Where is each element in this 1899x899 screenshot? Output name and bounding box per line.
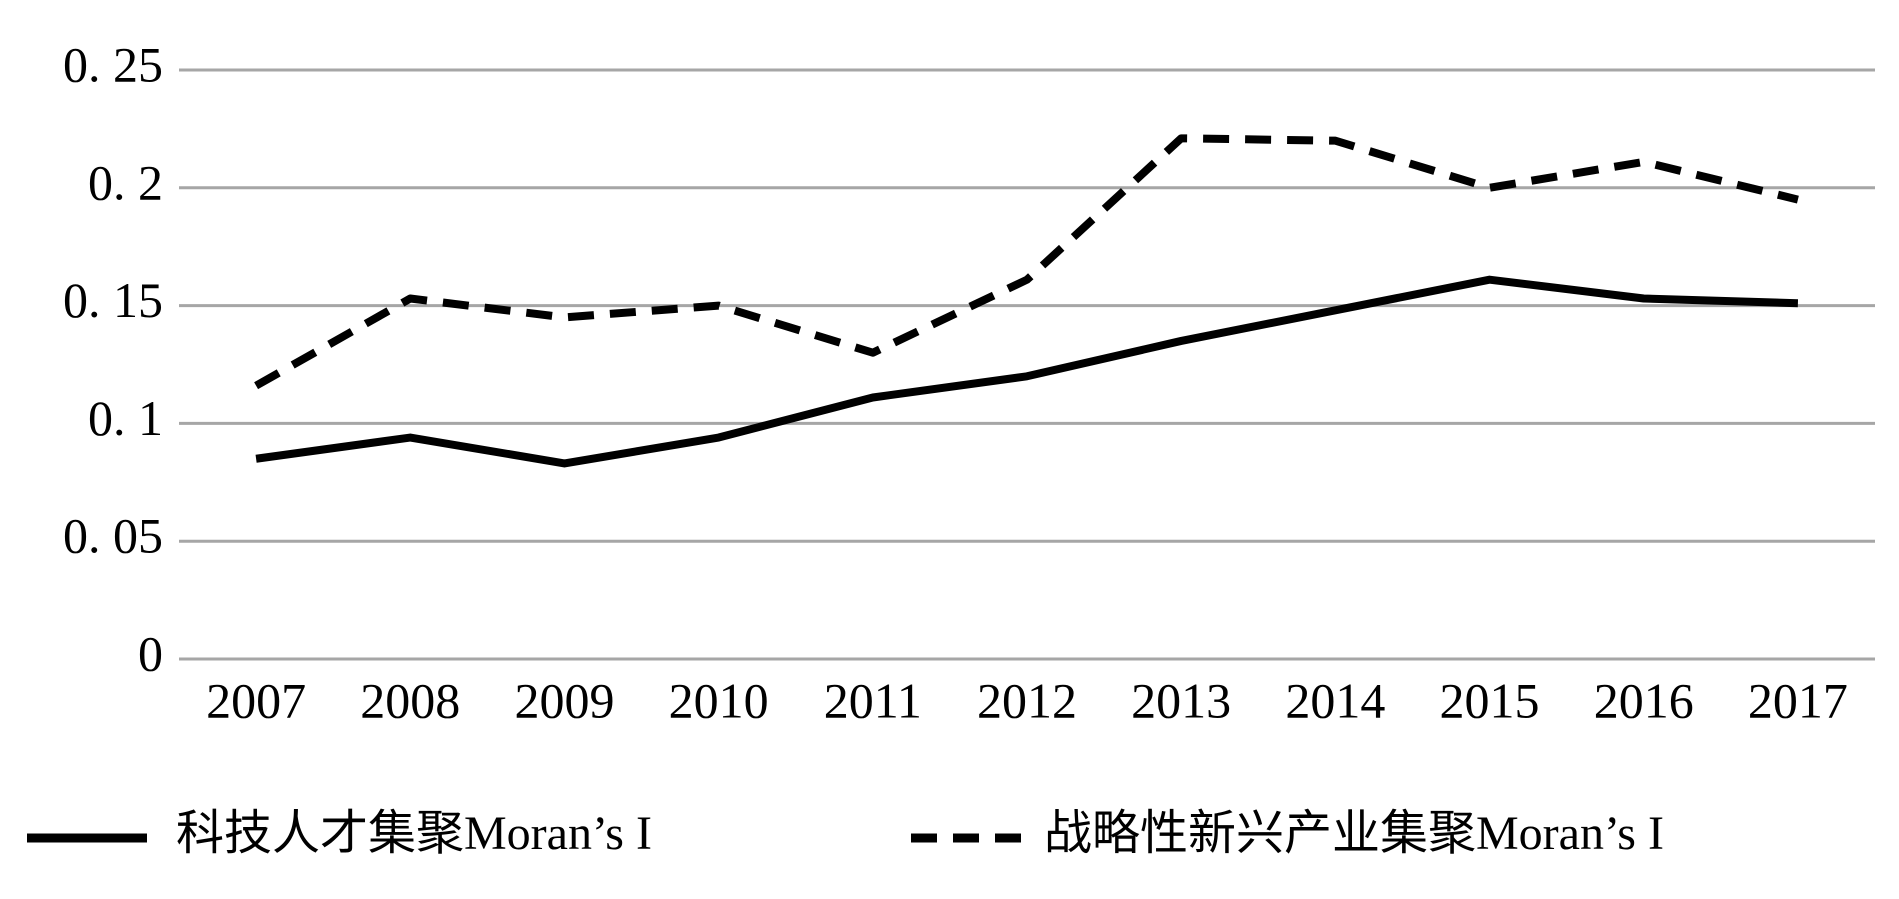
x-tick-label: 2011 <box>824 672 922 728</box>
x-tick-label: 2016 <box>1594 672 1694 728</box>
x-tick-label: 2007 <box>206 672 306 728</box>
y-tick-label: 0. 05 <box>63 508 163 564</box>
y-tick-label: 0. 25 <box>63 36 163 92</box>
x-tick-label: 2008 <box>360 672 460 728</box>
y-tick-label: 0. 15 <box>63 272 163 328</box>
x-tick-label: 2014 <box>1285 672 1385 728</box>
x-tick-label: 2017 <box>1748 672 1848 728</box>
legend-label: 科技人才集聚Moran’s I <box>176 807 652 860</box>
x-tick-label: 2012 <box>977 672 1077 728</box>
series-line <box>254 134 1799 390</box>
y-tick-label: 0 <box>138 625 163 681</box>
series-line <box>255 275 1799 468</box>
x-tick-label: 2015 <box>1440 672 1540 728</box>
legend-label: 战略性新兴产业集聚Moran’s I <box>1044 807 1664 860</box>
x-tick-label: 2009 <box>514 672 614 728</box>
x-tick-label: 2013 <box>1131 672 1231 728</box>
y-tick-label: 0. 1 <box>88 390 163 446</box>
y-tick-label: 0. 2 <box>88 154 163 210</box>
x-tick-label: 2010 <box>669 672 769 728</box>
